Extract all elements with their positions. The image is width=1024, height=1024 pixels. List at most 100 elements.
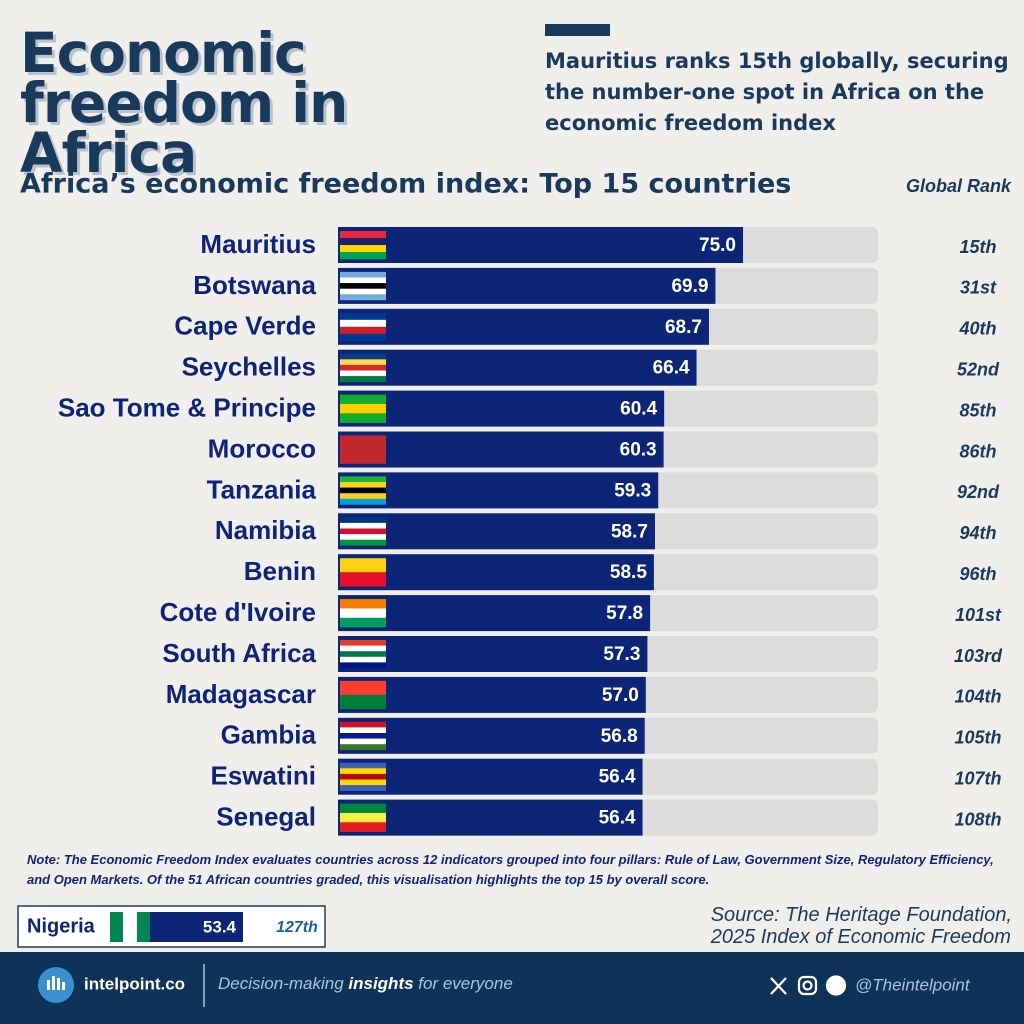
category-label: Botswana (193, 270, 316, 300)
category-label: Madagascar (166, 679, 316, 709)
rank-header: Global Rank (906, 176, 1012, 196)
rank-label: 101st (955, 605, 1002, 625)
rank-label: 85th (959, 400, 996, 420)
flag (340, 403, 386, 414)
flag (340, 376, 386, 382)
flag (340, 487, 386, 494)
rank-label: 52nd (957, 359, 1000, 379)
source: Source: The Heritage Foundation, 2025 Ind… (711, 904, 1012, 948)
flag (340, 252, 386, 260)
flag (340, 528, 386, 535)
flag (340, 333, 386, 342)
flag (340, 482, 386, 488)
bar (338, 308, 709, 345)
bar (338, 431, 664, 468)
flag (340, 231, 386, 239)
flag (340, 353, 386, 360)
flag (340, 364, 386, 371)
value-label: 66.4 (653, 358, 690, 379)
flag (340, 238, 386, 246)
bar (338, 717, 645, 754)
rank-label: 40th (958, 319, 996, 339)
flag (340, 599, 386, 609)
chart-title: Africa’s economic freedom index: Top 15 … (20, 169, 791, 200)
flag (340, 476, 386, 483)
source-line: Source: The Heritage Foundation, (710, 904, 1012, 926)
title: Economic freedom in Africa (20, 21, 348, 185)
flag (340, 617, 386, 628)
flag (340, 694, 386, 710)
flag (340, 294, 386, 301)
bar (338, 349, 697, 386)
flag (340, 762, 386, 769)
category-label: Cote d'Ivoire (160, 597, 316, 627)
flag (340, 539, 386, 546)
rank-label: 104th (954, 687, 1001, 707)
flag (340, 822, 386, 832)
tagline-part: for everyone (414, 974, 513, 993)
rank-label: 94th (959, 523, 996, 543)
category-label: Benin (244, 556, 316, 586)
bar (338, 595, 651, 632)
flag (340, 288, 386, 295)
flag (340, 498, 386, 505)
bar (338, 513, 655, 550)
bar (338, 472, 659, 509)
value-label: 69.9 (671, 276, 708, 297)
source-line: 2025 Index of Economic Freedom (710, 926, 1011, 948)
value-label: 68.7 (665, 317, 702, 338)
flag (340, 326, 386, 335)
bar (338, 267, 716, 304)
rank-label: 92nd (957, 482, 1000, 502)
footer (0, 952, 1024, 1024)
category-label: Tanzania (207, 474, 317, 504)
value-label: 60.3 (620, 440, 657, 461)
flag (340, 773, 386, 780)
flag (340, 803, 386, 814)
category-label: Eswatini (211, 761, 316, 791)
tagline-part: insights (348, 974, 413, 993)
category-label: Namibia (215, 515, 317, 545)
value-label: 75.0 (699, 235, 736, 256)
bar (338, 554, 654, 591)
rank-label: 86th (959, 441, 996, 461)
flag (340, 435, 386, 464)
flag (340, 680, 386, 696)
logo (38, 967, 74, 1003)
rank-label: 105th (954, 728, 1001, 748)
highlight-rank: 127th (276, 919, 318, 936)
flag (340, 645, 386, 652)
flag (340, 744, 386, 751)
category-label: Mauritius (200, 229, 316, 259)
bar (338, 636, 648, 672)
tagline-part: Decision-making (218, 974, 348, 993)
flag (340, 534, 386, 540)
flag (340, 413, 386, 423)
flag (340, 608, 386, 619)
bar (338, 390, 665, 427)
highlight-value: 53.4 (203, 917, 237, 936)
category-label: Cape Verde (174, 311, 316, 341)
flag (340, 738, 386, 745)
rank-label: 31st (960, 278, 997, 298)
value-label: 56.8 (601, 726, 638, 747)
bar (338, 227, 743, 263)
flag (110, 912, 123, 942)
flag (340, 558, 386, 573)
value-label: 60.4 (620, 399, 657, 420)
flag (340, 394, 386, 405)
value-label: 57.3 (603, 644, 640, 665)
flag (340, 319, 386, 328)
flag (340, 517, 386, 524)
rank-label: 107th (954, 768, 1001, 788)
value-label: 58.5 (610, 562, 647, 583)
flag (137, 912, 150, 942)
flag (340, 812, 386, 823)
value-label: 58.7 (611, 521, 648, 542)
bar (338, 758, 643, 795)
flag (340, 271, 386, 278)
category-label: Senegal (216, 801, 316, 831)
category-label: South Africa (162, 638, 316, 668)
